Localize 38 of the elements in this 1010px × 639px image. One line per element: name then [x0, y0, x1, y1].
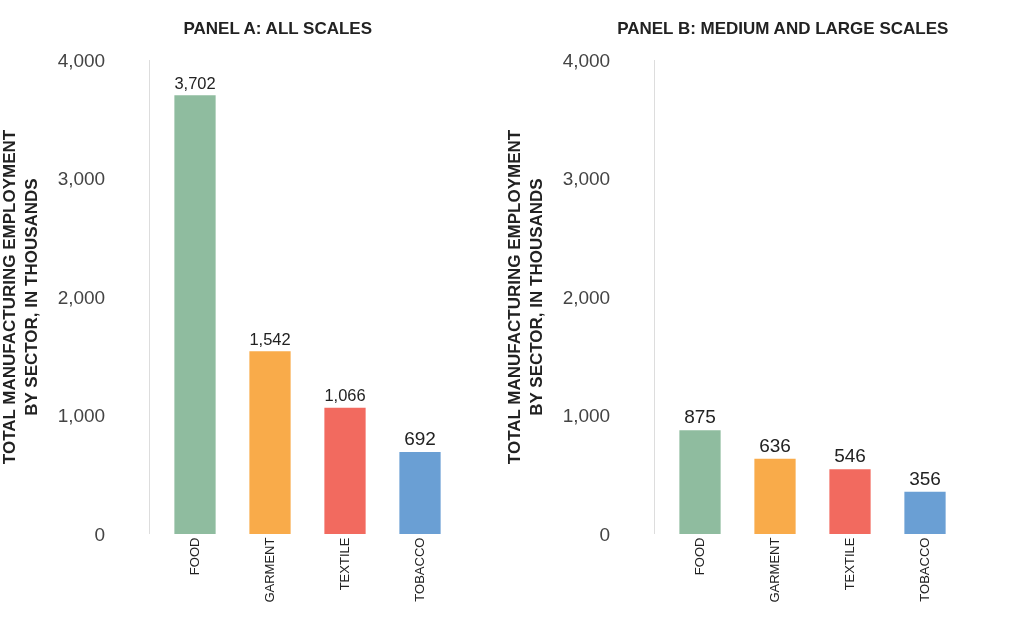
y-tick-label: 2,000: [57, 286, 106, 308]
y-axis-title: TOTAL MANUFACTURING EMPLOYMENT BY SECTOR, IN THOUSANDS: [0, 129, 42, 465]
x-tick-label: TEXTILE: [842, 537, 858, 591]
bar: [249, 351, 291, 534]
y-tick-label: 4,000: [57, 49, 106, 71]
y-tick-label: 2,000: [562, 286, 611, 308]
bar: [904, 491, 946, 534]
y-tick-label: 1,000: [562, 405, 611, 427]
x-tick-label: FOOD: [187, 537, 203, 576]
bar: [679, 430, 721, 534]
x-tick-label: TOBACCO: [917, 537, 933, 602]
data-label: 692: [404, 428, 436, 449]
bar: [324, 407, 366, 534]
x-tick-label: GARMENT: [767, 537, 783, 603]
data-label: 356: [909, 467, 941, 489]
chart-title: PANEL A: ALL SCALES: [183, 19, 373, 39]
y-tick-label: 4,000: [562, 49, 611, 71]
data-label: 875: [684, 406, 716, 428]
bar: [754, 458, 796, 534]
data-label: 1,542: [249, 329, 291, 348]
data-label: 3,702: [174, 73, 216, 92]
bar: [829, 469, 871, 534]
data-label: 1,066: [324, 386, 366, 405]
chart-title: PANEL B: MEDIUM AND LARGE SCALES: [617, 19, 949, 39]
bar: [174, 95, 216, 534]
x-tick-label: FOOD: [692, 537, 708, 576]
x-tick-label: TOBACCO: [412, 537, 428, 602]
x-tick-label: TEXTILE: [337, 537, 353, 591]
bar: [399, 452, 441, 534]
y-tick-label: 3,000: [562, 168, 611, 190]
y-tick-label: 3,000: [57, 168, 106, 190]
data-label: 636: [759, 434, 791, 456]
y-tick-label: 1,000: [57, 405, 106, 427]
y-axis-title: TOTAL MANUFACTURING EMPLOYMENT BY SECTOR, IN THOUSANDS: [505, 129, 547, 465]
x-tick-label: GARMENT: [262, 537, 278, 603]
data-label: 546: [834, 445, 866, 467]
y-tick-label: 0: [94, 523, 106, 545]
y-tick-label: 0: [599, 523, 611, 545]
